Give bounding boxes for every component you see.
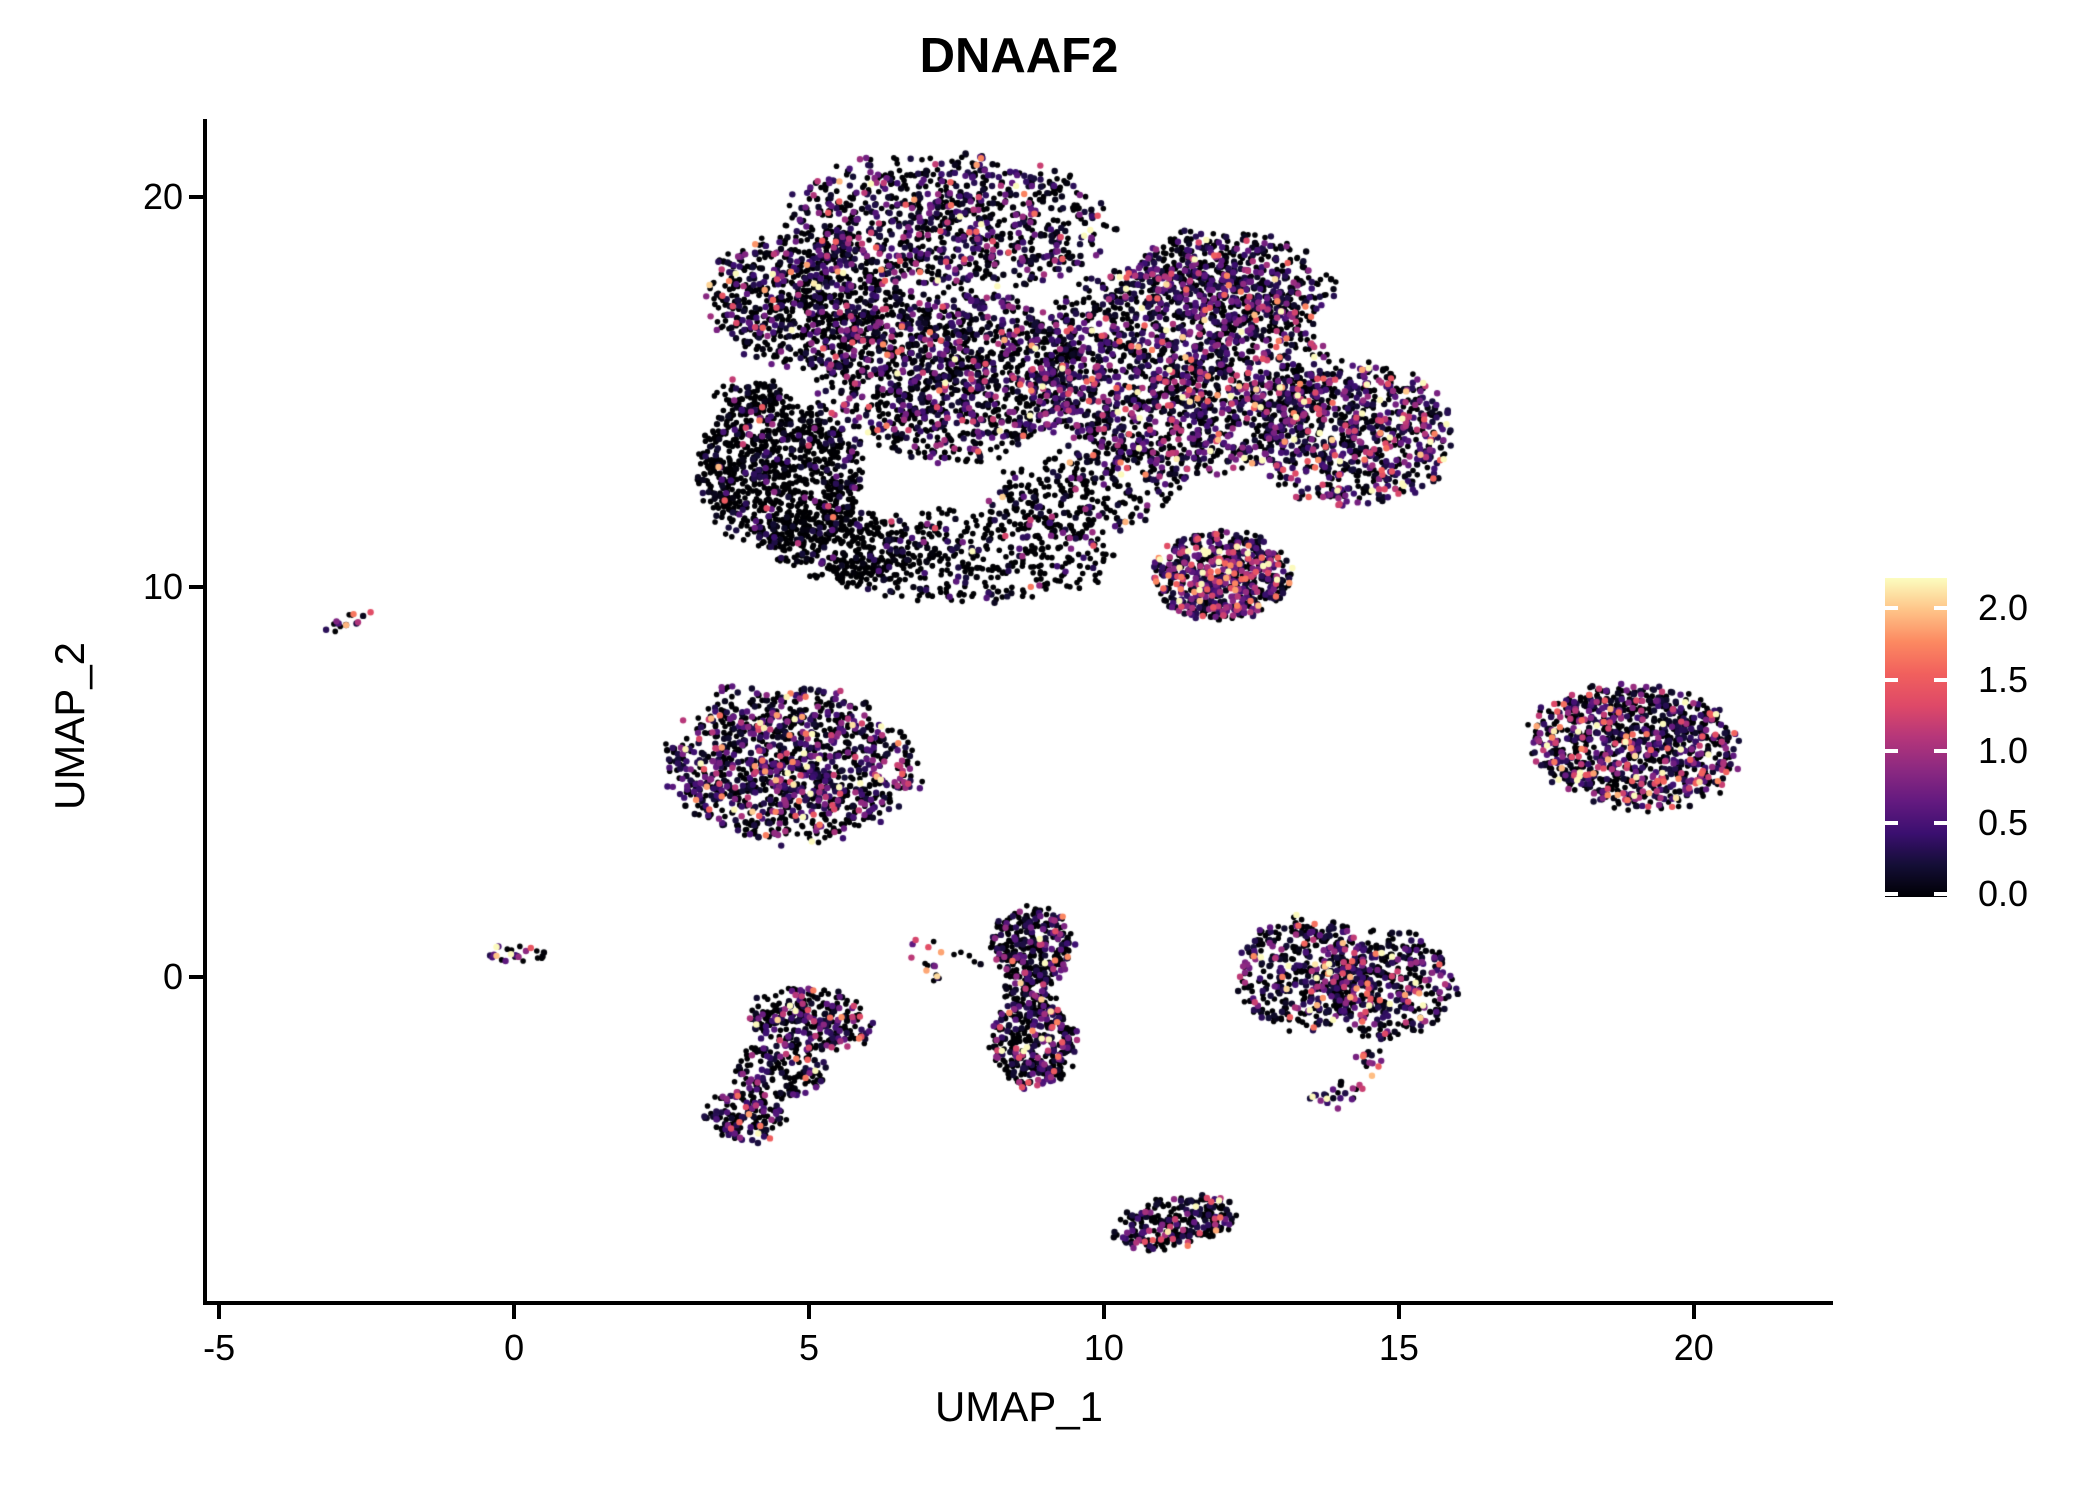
colorbar-tick-label: 0.5 (1978, 801, 2029, 843)
x-tick-mark (807, 1305, 811, 1319)
colorbar-tick-mark (1934, 606, 1947, 611)
colorbar-tick-label: 1.5 (1978, 658, 2029, 700)
y-tick-label: 0 (162, 955, 183, 997)
y-tick-label: 10 (142, 565, 183, 607)
colorbar-tick-label: 0.0 (1978, 873, 2029, 914)
x-axis-line (203, 1301, 1833, 1305)
x-tick-mark (1101, 1305, 1106, 1319)
x-tick-mark (1396, 1305, 1401, 1319)
x-tick-mark (512, 1305, 517, 1319)
x-tick-label: 15 (1378, 1327, 1419, 1368)
x-tick-label: 20 (1673, 1327, 1714, 1368)
y-tick-mark (189, 194, 203, 199)
colorbar-tick-label: 1.0 (1978, 730, 2029, 771)
colorbar-tick-mark (1934, 820, 1947, 825)
y-tick-mark (189, 584, 203, 589)
y-tick-mark (189, 974, 203, 979)
y-tick-label: 20 (142, 175, 183, 217)
colorbar-tick-mark (1934, 749, 1947, 753)
y-axis-line (203, 119, 207, 1303)
x-tick-label: -5 (203, 1327, 236, 1368)
colorbar-tick-mark (1885, 820, 1898, 825)
x-tick-label: 10 (1083, 1327, 1124, 1368)
colorbar-tick-mark (1934, 892, 1947, 896)
colorbar-gradient (1885, 578, 1947, 897)
colorbar-tick-mark (1885, 606, 1898, 611)
x-tick-label: 0 (504, 1327, 525, 1368)
colorbar-tick-mark (1885, 749, 1898, 753)
colorbar-tick-mark (1885, 677, 1898, 682)
colorbar-tick-mark (1934, 677, 1947, 682)
chart-title: DNAAF2 (919, 29, 1119, 83)
x-axis-title: UMAP_1 (934, 1383, 1104, 1430)
colorbar-tick-mark (1885, 892, 1898, 896)
y-axis-title: UMAP_2 (46, 641, 93, 811)
x-tick-mark (1691, 1305, 1696, 1319)
colorbar-tick-label: 2.0 (1978, 587, 2029, 629)
x-tick-mark (217, 1305, 222, 1319)
x-tick-label: 5 (798, 1327, 820, 1368)
